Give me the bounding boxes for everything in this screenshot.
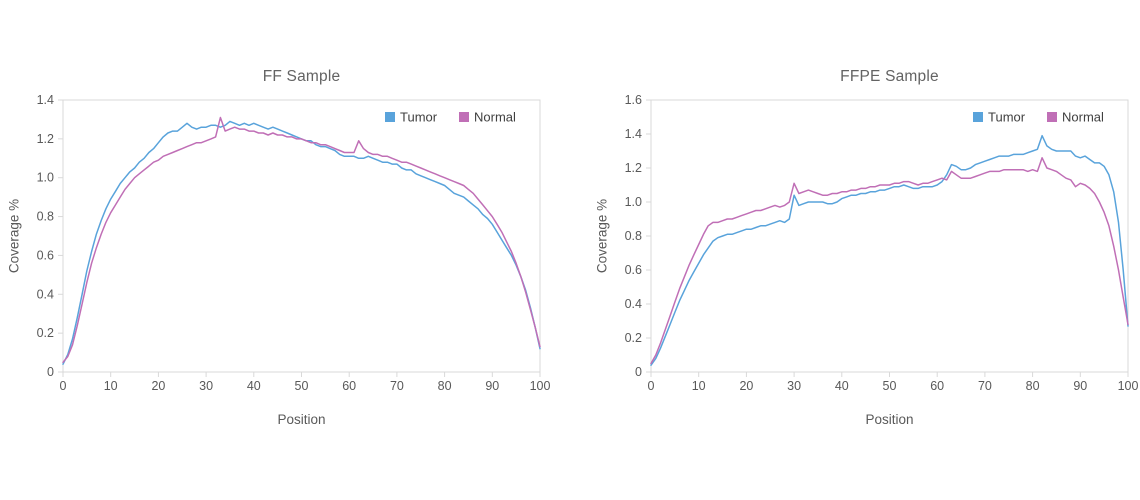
ffpe-sample-chart: 0 10 20 30 40 50 60 70 80 90 100 0 0.2 0.4 0.6 0.8 1.0 1.… <box>570 0 1140 500</box>
y-tick-label: 0.6 <box>37 248 54 262</box>
x-tick-label: 50 <box>295 379 309 393</box>
x-tick-label: 70 <box>978 379 992 393</box>
y-tick-label: 1.6 <box>625 93 642 107</box>
y-tick-label: 0.2 <box>625 331 642 345</box>
y-tick-label: 1.0 <box>625 195 642 209</box>
y-tick-label: 0.4 <box>37 287 54 301</box>
x-tick-label: 60 <box>342 379 356 393</box>
x-tick-label: 100 <box>530 379 551 393</box>
ffpe-chart-title: FFPE Sample <box>840 68 939 85</box>
y-tick-label: 0.2 <box>37 326 54 340</box>
legend-swatch-tumor <box>973 112 983 122</box>
y-tick-label: 0.6 <box>625 263 642 277</box>
y-tick-label: 0.4 <box>625 297 642 311</box>
y-tick-label: 1.2 <box>37 132 54 146</box>
x-tick-label: 20 <box>739 379 753 393</box>
ff-x-axis-label: Position <box>277 412 326 427</box>
plot-border <box>62 99 541 373</box>
x-tick-label: 80 <box>438 379 452 393</box>
ffpe-sample-plot: 0 10 20 30 40 50 60 70 80 90 100 0 0.2 0.4 0.6 0.8 1.0 1.… <box>625 93 1139 393</box>
x-tick-label: 30 <box>199 379 213 393</box>
legend-label-normal: Normal <box>474 110 516 125</box>
legend-swatch-normal <box>1047 112 1057 122</box>
x-tick-label: 90 <box>485 379 499 393</box>
y-tick-label: 1.2 <box>625 161 642 175</box>
legend-label-tumor: Tumor <box>400 110 438 125</box>
ffpe-x-axis-label: Position <box>865 412 914 427</box>
x-tick-label: 10 <box>692 379 706 393</box>
x-tick-label: 0 <box>60 379 67 393</box>
ff-y-axis-label: Coverage % <box>6 198 22 274</box>
ff-sample-plot: 0 10 20 30 40 50 60 70 80 90 100 0 0.2 0.4 0.6 0.8 1.0 1.… <box>37 93 551 393</box>
legend-label-tumor: Tumor <box>988 110 1026 125</box>
y-tick-label: 1.0 <box>37 171 54 185</box>
ff-sample-chart: 0 10 20 30 40 50 60 70 80 90 100 0 0.2 0.4 0.6 0.8 1.0 1.… <box>6 68 551 427</box>
ffpe-y-axis-label: Coverage % <box>594 198 610 274</box>
x-tick-label: 40 <box>835 379 849 393</box>
ff-chart-title: FF Sample <box>262 68 341 85</box>
legend-swatch-normal <box>459 112 469 122</box>
x-tick-label: 10 <box>104 379 118 393</box>
x-tick-label: 20 <box>151 379 165 393</box>
x-tick-label: 50 <box>883 379 897 393</box>
y-tick-label: 0 <box>635 365 642 379</box>
x-tick-label: 80 <box>1026 379 1040 393</box>
y-tick-label: 0.8 <box>37 210 54 224</box>
x-tick-label: 90 <box>1073 379 1087 393</box>
normal-series-line <box>62 116 541 364</box>
x-tick-label: 70 <box>390 379 404 393</box>
x-tick-label: 100 <box>1118 379 1139 393</box>
x-tick-label: 30 <box>787 379 801 393</box>
y-tick-label: 1.4 <box>37 93 54 107</box>
x-tick-label: 60 <box>930 379 944 393</box>
y-tick-label: 0 <box>47 365 54 379</box>
legend-label-normal: Normal <box>1062 110 1104 125</box>
tumor-series-line <box>650 134 1129 366</box>
x-tick-label: 0 <box>648 379 655 393</box>
tumor-series-line <box>62 120 541 365</box>
normal-series-line <box>650 157 1129 365</box>
y-tick-label: 0.8 <box>625 229 642 243</box>
legend-swatch-tumor <box>385 112 395 122</box>
y-tick-label: 1.4 <box>625 127 642 141</box>
x-tick-label: 40 <box>247 379 261 393</box>
